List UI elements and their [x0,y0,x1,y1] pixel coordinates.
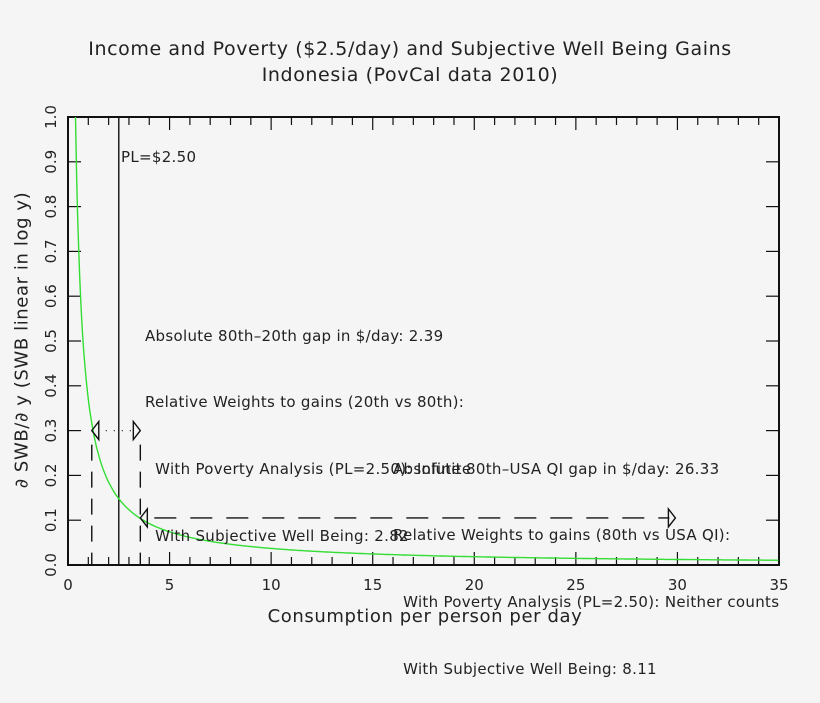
arrow-head-icon [139,506,149,530]
y-tick-label: 0.2 [42,463,60,487]
y-tick-label: 0.6 [42,284,60,308]
arrow-head-icon [132,419,142,442]
poverty-line-label: PL=$2.50 [121,148,197,166]
x-tick-label: 10 [262,576,281,594]
x-tick-label: 20 [465,576,484,594]
annotation-line: With Subjective Well Being: 2.82 [145,527,409,546]
annotation-line: With Poverty Analysis (PL=2.50): Neither… [393,593,780,612]
x-tick-label: 35 [769,576,788,594]
y-tick-label: 0.9 [42,150,60,174]
annotation-line: Relative Weights to gains (20th vs 80th)… [145,393,465,412]
annotation-line: Absolute 80th–20th gap in $/day: 2.39 [145,326,444,345]
y-tick-label: 0.0 [42,553,60,577]
x-tick-label: 25 [566,576,585,594]
y-tick-label: 0.4 [42,374,60,398]
x-tick-label: 30 [668,576,687,594]
x-tick-label: 5 [165,576,175,594]
y-axis-label: ∂ SWB/∂ y (SWB linear in log y) [11,191,33,489]
annotation-line: With Subjective Well Being: 8.11 [393,660,657,679]
y-tick-label: 0.5 [42,329,60,353]
chart-title: Income and Poverty ($2.5/day) and Subjec… [88,38,732,60]
x-tick-label: 0 [63,576,73,594]
y-tick-label: 0.7 [42,239,60,263]
y-tick-label: 0.8 [42,195,60,219]
chart-subtitle: Indonesia (PovCal data 2010) [261,64,559,86]
annotation-line: With Poverty Analysis (PL=2.50): Infinit… [145,460,472,479]
annotation-line: Relative Weights to gains (80th vs USA Q… [393,526,731,545]
y-tick-label: 0.1 [42,508,60,532]
y-tick-label: 1.0 [42,105,60,129]
annotation-20-80: Absolute 80th–20th gap in $/day: 2.39 Re… [145,280,471,570]
x-tick-label: 15 [363,576,382,594]
x-axis-label: Consumption per person per day [267,606,583,627]
annotation-line: Absolute 80th–USA QI gap in $/day: 26.33 [393,459,720,478]
arrow-head-icon [667,506,677,530]
data-curve [74,116,779,561]
plot-area: 0 5 10 15 20 25 30 35 0.0 0.1 0.2 0.3 0.4 0.5 0.6 0.7 0.… [42,105,789,594]
arrow-head-icon [90,419,100,442]
annotation-80-usa: Absolute 80th–USA QI gap in $/day: 26.33… [393,413,779,703]
y-tick-label: 0.3 [42,419,60,443]
